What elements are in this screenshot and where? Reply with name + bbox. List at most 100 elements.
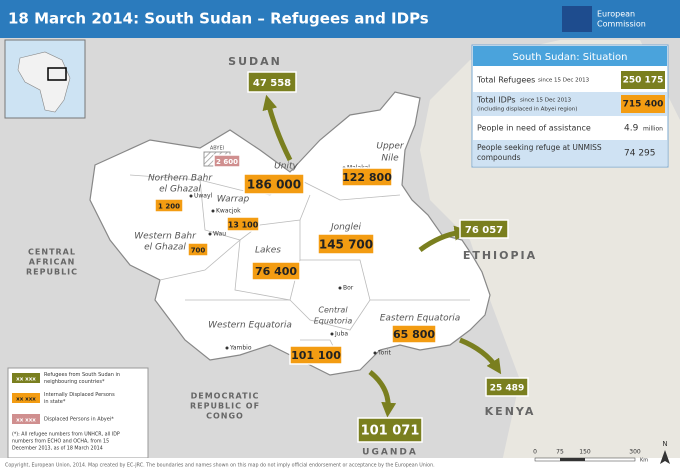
idp-value: 1 200 bbox=[158, 203, 180, 211]
state-label: Equatoria bbox=[314, 317, 353, 326]
legend-swatch bbox=[12, 393, 40, 403]
row-label: Total Refugees bbox=[476, 76, 535, 85]
idp-total-bg bbox=[621, 95, 665, 113]
row-unit: million bbox=[643, 126, 663, 133]
town-dot bbox=[225, 346, 229, 350]
country-label: ETHIOPIA bbox=[463, 249, 537, 262]
scale-unit: Km bbox=[640, 458, 648, 464]
town-label: Wau bbox=[213, 231, 226, 238]
country-label: REPUBLIC bbox=[26, 268, 78, 277]
idp-box bbox=[341, 167, 393, 187]
town-label: Kwacjok bbox=[216, 208, 241, 215]
town-dot bbox=[208, 232, 212, 236]
abyei-label: ABYEI bbox=[210, 146, 224, 152]
abyei-value: 2 600 bbox=[216, 158, 238, 166]
state-label: Jonglei bbox=[329, 223, 362, 233]
idp-value: 700 bbox=[191, 247, 206, 255]
inset-africa bbox=[17, 51, 71, 113]
south-sudan bbox=[89, 91, 491, 376]
country-label: AFRICAN bbox=[29, 258, 76, 267]
refugee-box bbox=[459, 219, 509, 239]
state-label: Lakes bbox=[255, 246, 281, 256]
idp-box bbox=[289, 345, 343, 365]
eu-flag bbox=[562, 6, 592, 32]
idp-value: 65 800 bbox=[393, 328, 435, 341]
town-dot bbox=[189, 194, 193, 198]
idp-value: 13 100 bbox=[228, 221, 259, 230]
arrow bbox=[262, 94, 293, 162]
country-label: UGANDA bbox=[362, 448, 418, 458]
refugee-box bbox=[485, 377, 529, 397]
footer: Copyright, European Union, 2014. Map cre… bbox=[5, 463, 435, 469]
legend-swatch bbox=[12, 373, 40, 383]
border bbox=[199, 179, 311, 241]
idp-box bbox=[154, 198, 184, 213]
refugee-value: 47 558 bbox=[253, 78, 291, 89]
refugee-value: 101 071 bbox=[361, 424, 420, 439]
scale-label: 150 bbox=[579, 449, 591, 456]
scale-label: 75 bbox=[556, 449, 564, 456]
town-label: Juba bbox=[334, 331, 348, 338]
refugee-value: 76 057 bbox=[465, 225, 503, 236]
idp-box bbox=[317, 233, 375, 255]
row-label: compounds bbox=[477, 153, 521, 162]
refugee-value: 25 489 bbox=[490, 384, 524, 394]
state-label: Unity bbox=[274, 162, 298, 172]
arrow bbox=[459, 337, 502, 375]
idp-value: 122 800 bbox=[342, 171, 392, 184]
legend-text: Internally Displaced Persons bbox=[44, 392, 115, 398]
idp-value: 101 100 bbox=[291, 349, 341, 362]
idp-box bbox=[226, 216, 260, 232]
legend-text: Displaced Persons in Abyei* bbox=[44, 417, 114, 423]
state-label: el Ghazal bbox=[159, 185, 201, 195]
idp-box bbox=[391, 324, 437, 344]
state-label: Western Equatoria bbox=[208, 321, 292, 331]
row-label: People seeking refuge at UNMISS bbox=[477, 143, 602, 152]
row-value: 715 400 bbox=[623, 100, 664, 110]
country-label: CENTRAL bbox=[28, 248, 76, 257]
refugee-box bbox=[357, 417, 423, 443]
country-label: REPUBLIC OF bbox=[190, 402, 260, 411]
title: 18 March 2014: South Sudan – Refugees an… bbox=[8, 10, 429, 28]
state-label: Nile bbox=[381, 154, 399, 164]
north-arrow bbox=[660, 450, 670, 464]
town-dot bbox=[373, 351, 377, 355]
idp-box bbox=[251, 261, 301, 281]
state-label: Western Bahr bbox=[134, 232, 197, 242]
state-label: Northern Bahr bbox=[148, 174, 213, 184]
town-label: Uwayl bbox=[194, 193, 213, 200]
idp-value: 186 000 bbox=[247, 178, 301, 192]
row-note: since 15 Dec 2013 bbox=[538, 78, 590, 84]
country-label: CONGO bbox=[206, 412, 244, 421]
logo-text: European bbox=[597, 10, 635, 19]
state-label: Upper bbox=[376, 142, 405, 152]
situation-header bbox=[473, 46, 667, 66]
situation-row-bg bbox=[473, 140, 667, 166]
legend-sample: xx xxx bbox=[16, 418, 36, 424]
refugee-box bbox=[247, 71, 297, 93]
footnote: (*): All refugee numbers from UNHCR, all… bbox=[12, 432, 120, 438]
arrows bbox=[262, 94, 502, 418]
row-note: (including displaced in Abyei region) bbox=[477, 107, 577, 113]
town-dot bbox=[338, 286, 342, 290]
town-dot bbox=[211, 209, 215, 213]
abyei-box bbox=[213, 154, 241, 168]
town-label: Bor bbox=[343, 285, 354, 292]
idp-value: 76 400 bbox=[255, 265, 297, 278]
state-label: el Ghazal bbox=[144, 243, 186, 253]
town-label: Torit bbox=[377, 350, 391, 357]
country-label: KENYA bbox=[485, 405, 536, 418]
footer-bar bbox=[0, 458, 680, 471]
country-label: SUDAN bbox=[228, 55, 282, 68]
country-label: DEMOCRATIC bbox=[191, 392, 260, 401]
legend-text: Refugees from South Sudan in bbox=[44, 372, 120, 378]
state-label: Central bbox=[318, 306, 348, 315]
arrow bbox=[368, 370, 397, 418]
idp-value: 145 700 bbox=[319, 238, 373, 252]
refugee-total-bg bbox=[621, 71, 665, 89]
footnote: December 2013, as of 18 March 2014 bbox=[12, 446, 103, 452]
legend-sample: xx xxx bbox=[16, 377, 36, 383]
scale-bar bbox=[560, 458, 585, 461]
